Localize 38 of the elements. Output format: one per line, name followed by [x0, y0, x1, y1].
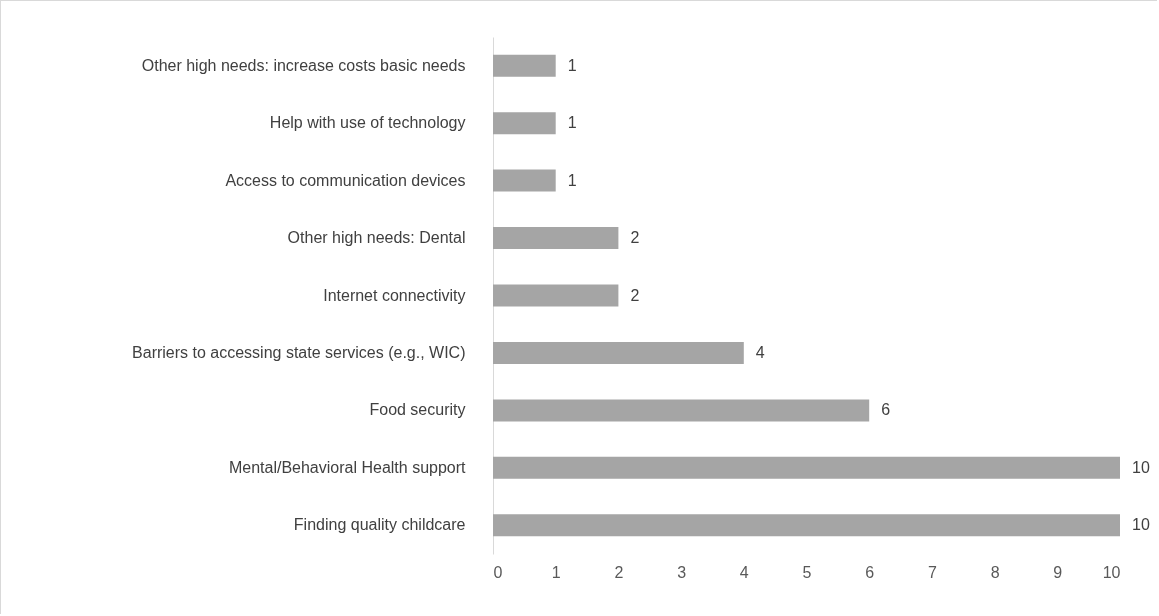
- y-tick-label: Internet connectivity: [323, 286, 466, 304]
- x-tick-label: 8: [990, 563, 1000, 581]
- bar: [493, 399, 870, 422]
- bar: [493, 341, 744, 364]
- data-label: 10: [1132, 458, 1150, 476]
- y-tick-label: Food security: [369, 401, 466, 419]
- y-tick-label: Help with use of technology: [269, 114, 466, 132]
- x-tick-label: 3: [677, 563, 687, 581]
- x-tick-label: 7: [927, 563, 937, 581]
- bar: [493, 169, 556, 192]
- y-tick-label: Mental/Behavioral Health support: [228, 458, 467, 476]
- data-label: 1: [567, 171, 577, 189]
- data-label: 10: [1132, 516, 1150, 534]
- data-label: 2: [630, 286, 640, 304]
- x-tick-label: 4: [739, 563, 749, 581]
- bar: [493, 514, 1120, 537]
- x-tick-label: 1: [551, 563, 561, 581]
- bar: [493, 112, 556, 135]
- bar: [493, 284, 619, 307]
- y-tick-label: Access to communication devices: [225, 171, 466, 189]
- y-tick-label: Barriers to accessing state services (e.g., WIC): [132, 343, 466, 361]
- data-label: 6: [881, 401, 891, 419]
- data-label: 1: [567, 56, 577, 74]
- x-tick-label: 0: [493, 563, 503, 581]
- data-label: 4: [755, 343, 765, 361]
- x-tick-label: 5: [802, 563, 812, 581]
- data-label: 1: [567, 114, 577, 132]
- bar: [493, 54, 556, 77]
- bar: [493, 456, 1120, 479]
- x-tick-label: 10: [1102, 563, 1121, 581]
- x-tick-label: 6: [865, 563, 875, 581]
- y-tick-label: Other high needs: Dental: [287, 229, 466, 247]
- y-tick-label: Other high needs: increase costs basic needs: [141, 56, 466, 74]
- x-tick-label: 9: [1053, 563, 1063, 581]
- data-label: 2: [630, 229, 640, 247]
- y-tick-label: Finding quality childcare: [293, 516, 466, 534]
- bar: [493, 227, 619, 250]
- x-tick-label: 2: [614, 563, 624, 581]
